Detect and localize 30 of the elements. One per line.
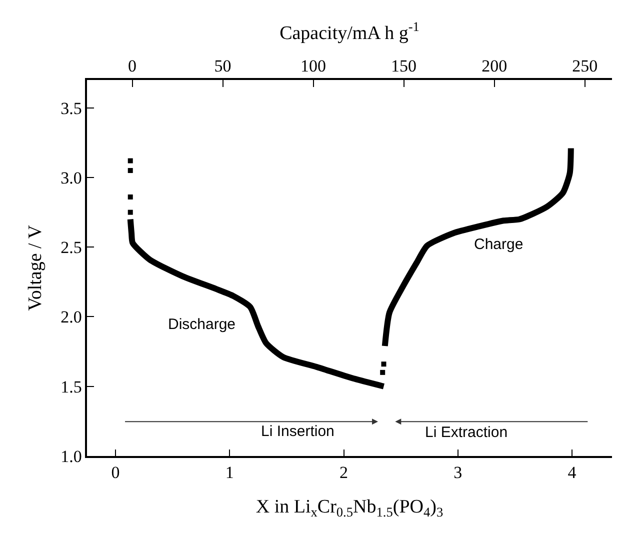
x2-axis-title: Capacity/mA h g$^{-1}$ bbox=[280, 18, 420, 44]
annotation: Li Insertion bbox=[261, 423, 334, 440]
point bbox=[380, 370, 386, 375]
x-tick-label: 0 bbox=[111, 463, 120, 482]
x-tick-label: 3 bbox=[454, 463, 462, 482]
x2-tick-label: 50 bbox=[214, 56, 232, 76]
x2-tick-label: 0 bbox=[128, 56, 137, 76]
point bbox=[128, 168, 133, 174]
x-tick-label: 1 bbox=[225, 463, 234, 482]
text: X in Li$_{x}$Cr$_{0.5}$Nb$_{1.5}$(PO$_{4}$)$_{3}$ bbox=[256, 496, 444, 520]
x2-tick-label: 100 bbox=[300, 56, 326, 76]
x2-tick-label: 250 bbox=[572, 56, 598, 76]
y-tick-label: 2.5 bbox=[60, 238, 82, 258]
y-axis-title: Voltage / V bbox=[24, 224, 46, 311]
y-tick-label: 1.0 bbox=[60, 446, 82, 466]
y-tick-label: 1.5 bbox=[60, 377, 82, 396]
x-tick-label: 4 bbox=[568, 463, 577, 482]
point bbox=[128, 210, 133, 215]
x2-tick-label: 200 bbox=[482, 56, 508, 76]
series-label: Discharge bbox=[168, 316, 236, 333]
point bbox=[128, 194, 133, 200]
y-tick-label: 3.5 bbox=[60, 98, 82, 118]
x2-tick-label: 150 bbox=[391, 56, 417, 76]
annotation: Li Extraction bbox=[425, 424, 508, 441]
y-tick-label: 3.0 bbox=[60, 168, 82, 188]
x-tick-label: 2 bbox=[340, 463, 348, 482]
y-tick-label: 2.0 bbox=[60, 308, 82, 327]
point bbox=[381, 362, 386, 367]
series-label: Charge bbox=[474, 236, 524, 253]
point bbox=[128, 158, 133, 164]
